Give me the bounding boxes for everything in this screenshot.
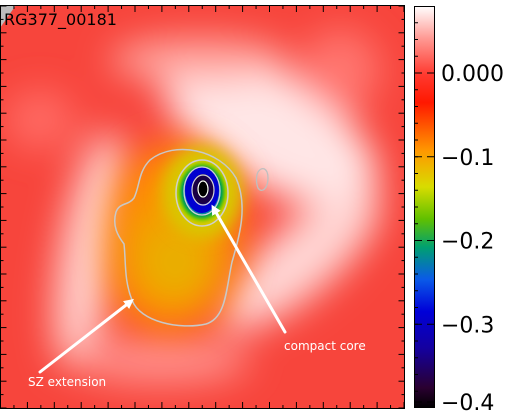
colorbar-tick-label: −0.3 bbox=[441, 313, 494, 338]
contour-core-1 bbox=[175, 159, 229, 227]
sz-extension-label: SZ extension bbox=[28, 375, 106, 389]
contour-core-3 bbox=[191, 174, 215, 206]
colorbar-tick-label: −0.1 bbox=[441, 146, 494, 171]
colorbar-tick-label: −0.4 bbox=[441, 391, 494, 414]
arrow-sz-extension bbox=[38, 298, 134, 374]
arrow-compact-core bbox=[211, 204, 287, 334]
colorbar-tick-label: −0.2 bbox=[441, 230, 494, 255]
map-corner-mask bbox=[0, 5, 16, 28]
object-label: RG377_00181 bbox=[4, 10, 117, 30]
colorbar-tick-label: 0.000 bbox=[441, 62, 504, 87]
map-panel bbox=[0, 5, 405, 409]
colorbar-gradient bbox=[414, 6, 435, 408]
contours bbox=[113, 148, 269, 327]
annotation-arrows bbox=[38, 204, 287, 374]
colorbar: 0.000 −0.1 −0.2 −0.3 −0.4 bbox=[414, 6, 504, 414]
compact-core-label: compact core bbox=[284, 339, 366, 353]
contour-small bbox=[255, 167, 269, 192]
map-frame bbox=[0, 5, 405, 409]
positive-swirl bbox=[5, 30, 380, 385]
colorbar-ticks: 0.000 −0.1 −0.2 −0.3 −0.4 bbox=[414, 22, 504, 414]
contour-core-4 bbox=[197, 180, 209, 198]
contour-outer bbox=[113, 148, 243, 327]
contour-core-2 bbox=[183, 166, 221, 216]
